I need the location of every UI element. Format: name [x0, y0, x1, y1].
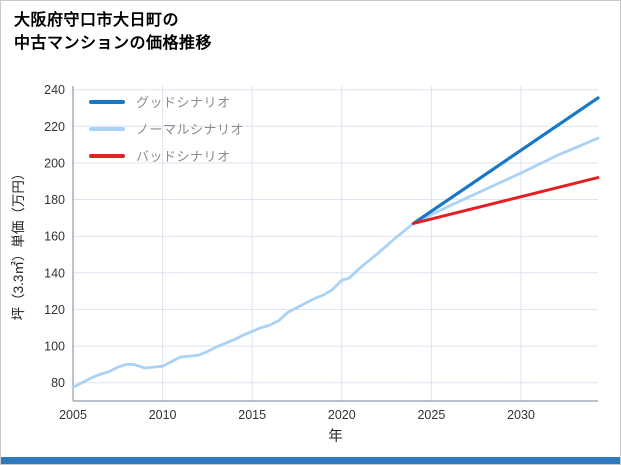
legend-item-good: グッドシナリオ: [89, 88, 244, 115]
y-axis-title: 坪（3.3㎡）単価（万円）: [11, 167, 26, 321]
chart-title: 大阪府守口市大日町の 中古マンションの価格推移: [14, 9, 212, 55]
y-tick-label: 100: [44, 340, 65, 354]
y-tick-label: 160: [44, 230, 65, 244]
series-line-good: [411, 96, 600, 225]
y-tick-label: 180: [44, 193, 65, 207]
series-line-bad: [411, 176, 600, 225]
x-tick-label: 2010: [149, 408, 177, 422]
chart-title-line2: 中古マンションの価格推移: [14, 35, 213, 52]
series-line-normal: [71, 136, 600, 389]
bottom-accent-bar: [1, 457, 620, 464]
x-tick-label: 2015: [238, 408, 266, 422]
x-tick-label: 2030: [507, 408, 535, 422]
legend-swatch-bad: [89, 153, 125, 158]
legend-swatch-good: [89, 99, 125, 104]
y-tick-label: 220: [44, 120, 65, 134]
legend-item-bad: バッドシナリオ: [89, 142, 244, 169]
legend-item-normal: ノーマルシナリオ: [89, 115, 244, 142]
y-tick-label: 200: [44, 156, 65, 170]
legend-label-bad: バッドシナリオ: [136, 149, 231, 164]
x-axis-title: 年: [328, 428, 343, 445]
chart-legend: グッドシナリオ ノーマルシナリオ バッドシナリオ: [89, 88, 244, 169]
legend-swatch-normal: [89, 126, 125, 131]
y-tick-label: 140: [44, 266, 65, 280]
x-tick-label: 2020: [328, 408, 356, 422]
legend-label-normal: ノーマルシナリオ: [136, 122, 245, 137]
legend-label-good: グッドシナリオ: [136, 95, 231, 110]
chart-title-line1: 大阪府守口市大日町の: [14, 12, 180, 29]
y-tick-label: 120: [44, 303, 65, 317]
y-tick-label: 80: [51, 376, 65, 390]
y-tick-label: 240: [44, 83, 65, 97]
x-tick-label: 2005: [59, 408, 87, 422]
x-tick-label: 2025: [417, 408, 445, 422]
